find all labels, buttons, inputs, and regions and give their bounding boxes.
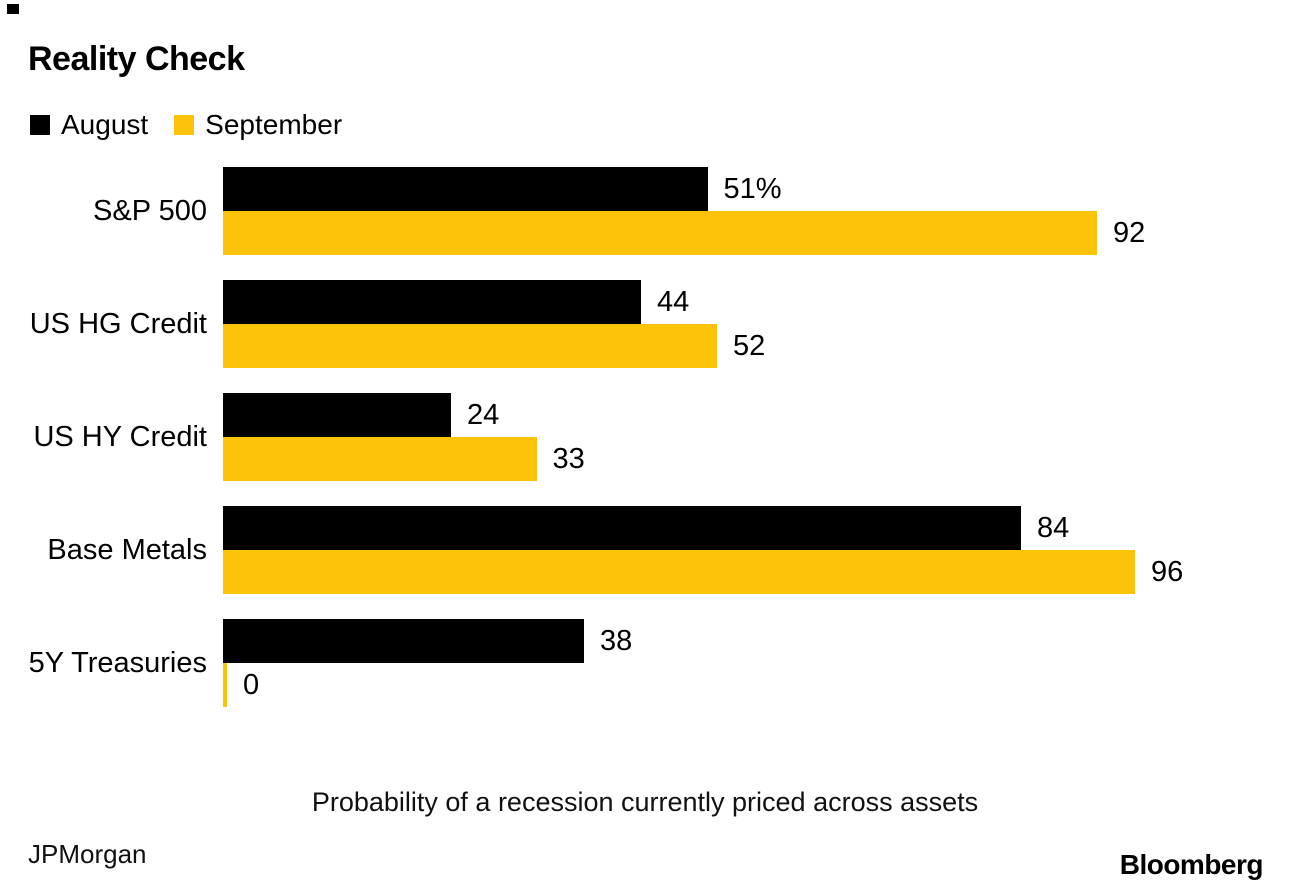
category-label: US HY Credit xyxy=(33,420,207,453)
bar-august xyxy=(223,280,641,324)
value-label: 84 xyxy=(1037,511,1070,544)
value-label: 0 xyxy=(243,668,260,701)
bar-august xyxy=(223,393,451,437)
legend-label-september: September xyxy=(205,109,343,140)
bar-august xyxy=(223,619,584,663)
legend-item-august: August xyxy=(30,109,148,141)
source-label: JPMorgan xyxy=(28,839,147,869)
august-swatch-icon xyxy=(30,115,50,135)
bar-september xyxy=(223,550,1135,594)
value-label: 52 xyxy=(733,329,766,362)
value-label: 24 xyxy=(467,398,500,431)
september-swatch-icon xyxy=(174,115,195,135)
legend-label-august: August xyxy=(61,109,149,140)
category-label: 5Y Treasuries xyxy=(28,646,207,679)
legend: August September xyxy=(30,109,342,141)
corner-square-mark xyxy=(7,4,19,14)
bar-september xyxy=(223,663,227,707)
bar-september xyxy=(223,211,1097,255)
category-label: US HG Credit xyxy=(29,307,207,340)
chart-title: Reality Check xyxy=(28,40,245,78)
value-label: 92 xyxy=(1113,216,1146,249)
category-label: Base Metals xyxy=(47,533,207,566)
bar-september xyxy=(223,324,717,368)
chart-caption: Probability of a recession currently pri… xyxy=(311,787,979,817)
value-label: 96 xyxy=(1151,555,1184,588)
bar-august xyxy=(223,506,1021,550)
value-label: 44 xyxy=(657,285,690,318)
value-label: 51% xyxy=(723,172,782,205)
bloomberg-logo: Bloomberg xyxy=(1119,849,1264,880)
value-label: 33 xyxy=(552,442,585,475)
category-label: S&P 500 xyxy=(93,194,207,227)
bar-august xyxy=(223,167,708,211)
value-label: 38 xyxy=(600,624,633,657)
legend-item-september: September xyxy=(174,109,342,141)
bar-september xyxy=(223,437,537,481)
